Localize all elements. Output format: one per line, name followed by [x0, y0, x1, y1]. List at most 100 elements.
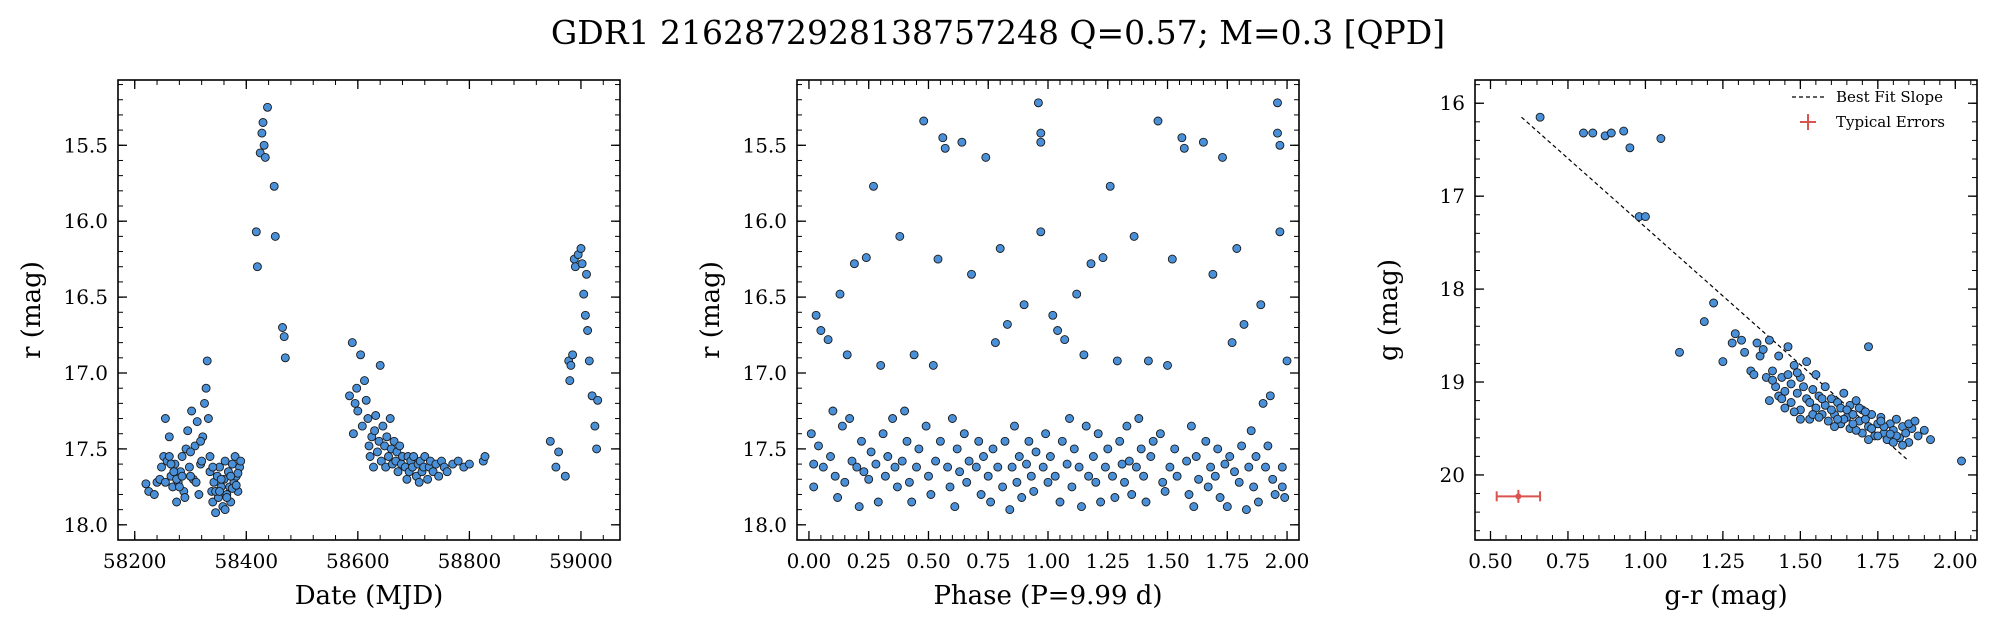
data-point	[1699, 317, 1709, 327]
data-point	[1891, 414, 1901, 424]
data-point	[873, 497, 883, 507]
data-point	[278, 323, 287, 332]
data-point	[1055, 497, 1065, 507]
y-tick-label: 16.5	[63, 285, 108, 309]
data-point	[160, 414, 170, 423]
data-point	[955, 467, 965, 477]
data-point	[935, 436, 945, 446]
data-point	[1182, 456, 1192, 466]
data-point	[950, 502, 960, 512]
data-point	[1799, 382, 1808, 392]
data-point	[1186, 421, 1196, 431]
data-point	[200, 398, 209, 408]
data-point	[236, 456, 246, 466]
data-point	[1848, 419, 1858, 429]
data-point	[806, 429, 816, 439]
data-point	[345, 391, 354, 401]
data-point	[938, 133, 948, 143]
data-point	[1158, 477, 1168, 487]
data-point	[1198, 137, 1208, 147]
data-point	[890, 462, 900, 472]
data-point	[393, 467, 403, 477]
data-point	[372, 447, 382, 457]
data-point	[1774, 351, 1784, 361]
data-point	[554, 447, 564, 457]
data-point	[1067, 482, 1077, 492]
data-point	[926, 490, 936, 499]
data-point	[203, 414, 213, 423]
x-tick-label: 2.00	[1265, 549, 1310, 573]
data-point	[888, 414, 898, 423]
data-point	[1851, 396, 1861, 406]
data-point	[169, 467, 179, 477]
data-point	[904, 477, 914, 487]
data-point	[192, 417, 202, 427]
data-point	[376, 456, 386, 466]
data-point	[828, 406, 838, 416]
data-point	[1758, 345, 1768, 354]
data-point	[1888, 437, 1898, 447]
data-point	[356, 350, 366, 360]
data-point	[205, 452, 215, 461]
data-point	[1122, 421, 1132, 431]
y-tick-label: 16	[1440, 91, 1465, 115]
data-point	[1170, 444, 1180, 454]
data-point	[361, 395, 371, 405]
data-point	[1619, 126, 1629, 136]
data-point	[871, 459, 881, 469]
y-tick-label: 15.5	[742, 133, 787, 157]
x-tick-label: 0.50	[1468, 549, 1513, 573]
data-point	[1826, 405, 1836, 415]
data-point	[1625, 143, 1635, 153]
data-point	[1189, 502, 1199, 512]
data-point	[1210, 471, 1220, 481]
data-point	[1234, 477, 1244, 487]
x-tick-label: 1.75	[1856, 549, 1901, 573]
data-point	[364, 441, 374, 451]
x-tick-label: 58600	[326, 549, 390, 573]
y-tick-label: 17.5	[742, 437, 787, 461]
y-tick-label: 17.0	[742, 361, 787, 385]
data-point	[940, 143, 950, 153]
data-point	[897, 456, 907, 466]
data-point	[1253, 497, 1263, 507]
data-point	[840, 477, 850, 487]
data-point	[902, 436, 912, 446]
data-point	[1045, 452, 1055, 461]
axes-frame	[796, 79, 1300, 541]
data-point	[1033, 98, 1043, 108]
data-point	[177, 452, 187, 461]
data-point	[270, 231, 280, 241]
data-point	[1764, 335, 1774, 345]
data-point	[1275, 140, 1285, 150]
data-point	[1780, 386, 1790, 396]
y-tick-label: 16.0	[742, 209, 787, 233]
data-point	[957, 137, 967, 147]
data-point	[878, 429, 888, 439]
data-point	[1839, 388, 1849, 398]
data-point	[988, 444, 998, 454]
data-point	[1606, 128, 1616, 138]
data-point	[1802, 357, 1812, 367]
data-point	[385, 414, 395, 423]
data-point	[974, 436, 984, 446]
data-point	[211, 508, 221, 518]
data-point	[1091, 477, 1101, 487]
y-tick-label: 18	[1440, 277, 1465, 301]
data-point	[257, 128, 267, 138]
data-point	[1124, 456, 1134, 466]
data-point	[187, 406, 197, 416]
data-point	[1143, 356, 1153, 366]
data-point	[566, 360, 576, 370]
data-point	[1230, 467, 1239, 477]
data-point	[1086, 259, 1096, 269]
data-point	[414, 477, 424, 487]
data-point	[149, 490, 159, 499]
data-point	[226, 471, 236, 481]
data-point	[1237, 441, 1247, 451]
data-point	[921, 421, 931, 431]
data-point	[842, 350, 852, 360]
data-point	[1036, 137, 1046, 147]
data-point	[943, 462, 953, 472]
